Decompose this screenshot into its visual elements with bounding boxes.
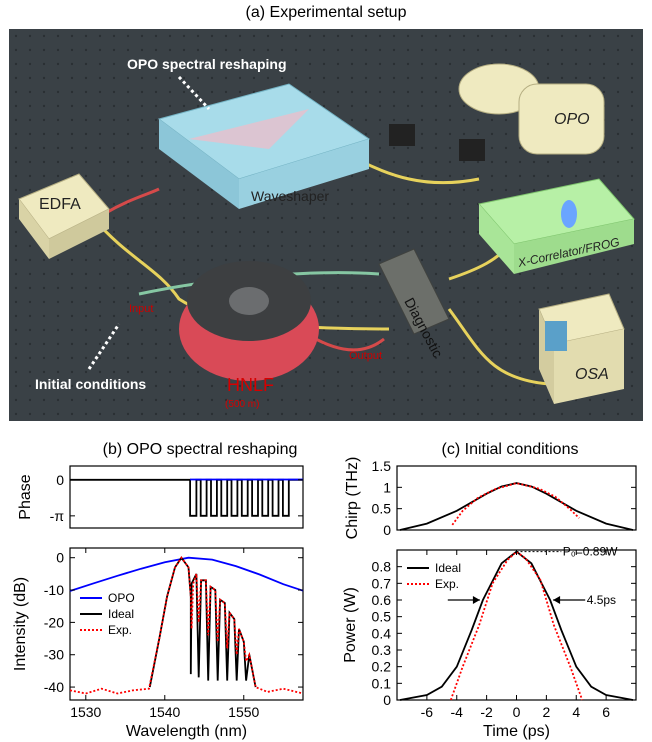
- fwhm-arrowhead-right: [553, 596, 561, 604]
- hnlf-length-label: (500 m): [225, 399, 259, 410]
- power-ytick-label: 0.6: [372, 592, 392, 608]
- experimental-setup-illustration: EDFA Waveshaper OPO X-Correlator/FROG: [9, 29, 643, 421]
- power-xtick-label: -2: [480, 704, 493, 720]
- power-xtick-label: 0: [513, 704, 521, 720]
- power-xlabel: Time (ps): [483, 723, 550, 740]
- power-legend-label: Ideal: [435, 561, 461, 575]
- mirror-mount-1: [389, 124, 415, 146]
- waveshaper-box: Waveshaper: [157, 83, 371, 209]
- intensity-ytick-label: -30: [44, 647, 64, 663]
- intensity-legend-label: Exp.: [108, 623, 132, 637]
- intensity-ytick-label: -20: [44, 614, 64, 630]
- phase-frame: [69, 465, 304, 529]
- osa-label: OSA: [575, 366, 609, 383]
- waveshaper-label: Waveshaper: [251, 188, 329, 204]
- hnlf-spool: HNLF (500 m): [179, 261, 319, 410]
- power-xtick-label: -6: [421, 704, 434, 720]
- phase-ytick-label: 0: [56, 472, 64, 488]
- intensity-series-opo: [69, 556, 304, 592]
- power-ytick-label: 0.4: [372, 625, 392, 641]
- chirp-ytick-label: 1.5: [372, 458, 392, 474]
- figure-title-b: (b) OPO spectral reshaping: [102, 441, 298, 458]
- input-label: Input: [129, 303, 153, 315]
- intensity-ytick-label: -40: [44, 679, 64, 695]
- power-ytick-label: 0.8: [372, 559, 392, 575]
- phase-ylabel: Phase: [17, 474, 34, 519]
- intensity-series-ideal: [148, 556, 257, 688]
- intensity-xtick-label: 1550: [228, 704, 259, 720]
- power-fwhm-annotation: 4.5ps: [587, 593, 616, 607]
- intensity-ytick-label: 0: [56, 550, 64, 566]
- power-ytick-label: 0.3: [372, 642, 392, 658]
- power-ytick-label: 0.7: [372, 575, 392, 591]
- chirp-series-exp-: [451, 482, 580, 526]
- mirror-mount-2: [459, 139, 485, 161]
- chirp-ytick-label: 0: [383, 522, 391, 538]
- phase-series-phase: [70, 478, 303, 517]
- intensity-xlabel: Wavelength (nm): [126, 723, 247, 740]
- osa-box: OSA: [538, 293, 625, 404]
- power-ytick-label: 0.2: [372, 659, 392, 675]
- chirp-frame: [396, 465, 637, 531]
- fiber-red: [103, 187, 160, 216]
- intensity-ytick-label: -10: [44, 582, 64, 598]
- intensity-series-exp-: [69, 556, 304, 695]
- output-label: Output: [349, 350, 382, 362]
- power-frame: [396, 549, 637, 701]
- hnlf-label: HNLF: [227, 375, 274, 395]
- figure-title-c: (c) Initial conditions: [441, 441, 579, 458]
- power-ytick-label: 0: [383, 692, 391, 708]
- fwhm-arrowhead-left: [472, 596, 480, 604]
- power-series-exp-: [449, 550, 584, 701]
- chirp-ylabel: Chirp (THz): [344, 457, 361, 540]
- callout-top-label: OPO spectral reshaping: [127, 56, 287, 72]
- phase-ytick-label: -π: [50, 508, 65, 524]
- power-ytick-label: 0.5: [372, 609, 392, 625]
- power-xtick-label: 6: [602, 704, 610, 720]
- intensity-xtick-label: 1540: [149, 704, 180, 720]
- opo-label: OPO: [554, 111, 590, 128]
- chirp-ytick-label: 1: [383, 479, 391, 495]
- opo-box: OPO: [458, 63, 605, 155]
- intensity-xtick-label: 1530: [70, 704, 101, 720]
- intensity-legend-label: OPO: [108, 591, 135, 605]
- chirp-series-ideal: [399, 482, 634, 531]
- power-xtick-label: -4: [451, 704, 464, 720]
- intensity-frame: [69, 547, 304, 701]
- callout-top-arrow: [177, 75, 211, 111]
- power-xtick-label: 4: [572, 704, 580, 720]
- intensity-ylabel: Intensity (dB): [12, 577, 29, 671]
- fiber-yellow-osa: [447, 308, 550, 386]
- callout-bottom-label: Initial conditions: [35, 376, 146, 392]
- power-ytick-label: 0.1: [372, 675, 392, 691]
- intensity-legend-label: Ideal: [108, 607, 134, 621]
- power-legend-label: Exp.: [435, 577, 459, 591]
- power-ylabel: Power (W): [342, 587, 359, 663]
- figure-title-a: (a) Experimental setup: [245, 4, 407, 21]
- power-xtick-label: 2: [542, 704, 550, 720]
- edfa-box: EDFA: [18, 173, 110, 259]
- edfa-label: EDFA: [39, 196, 81, 213]
- chirp-ytick-label: 0.5: [372, 501, 392, 517]
- power-peak-annotation: P₀=0.89W: [563, 545, 618, 559]
